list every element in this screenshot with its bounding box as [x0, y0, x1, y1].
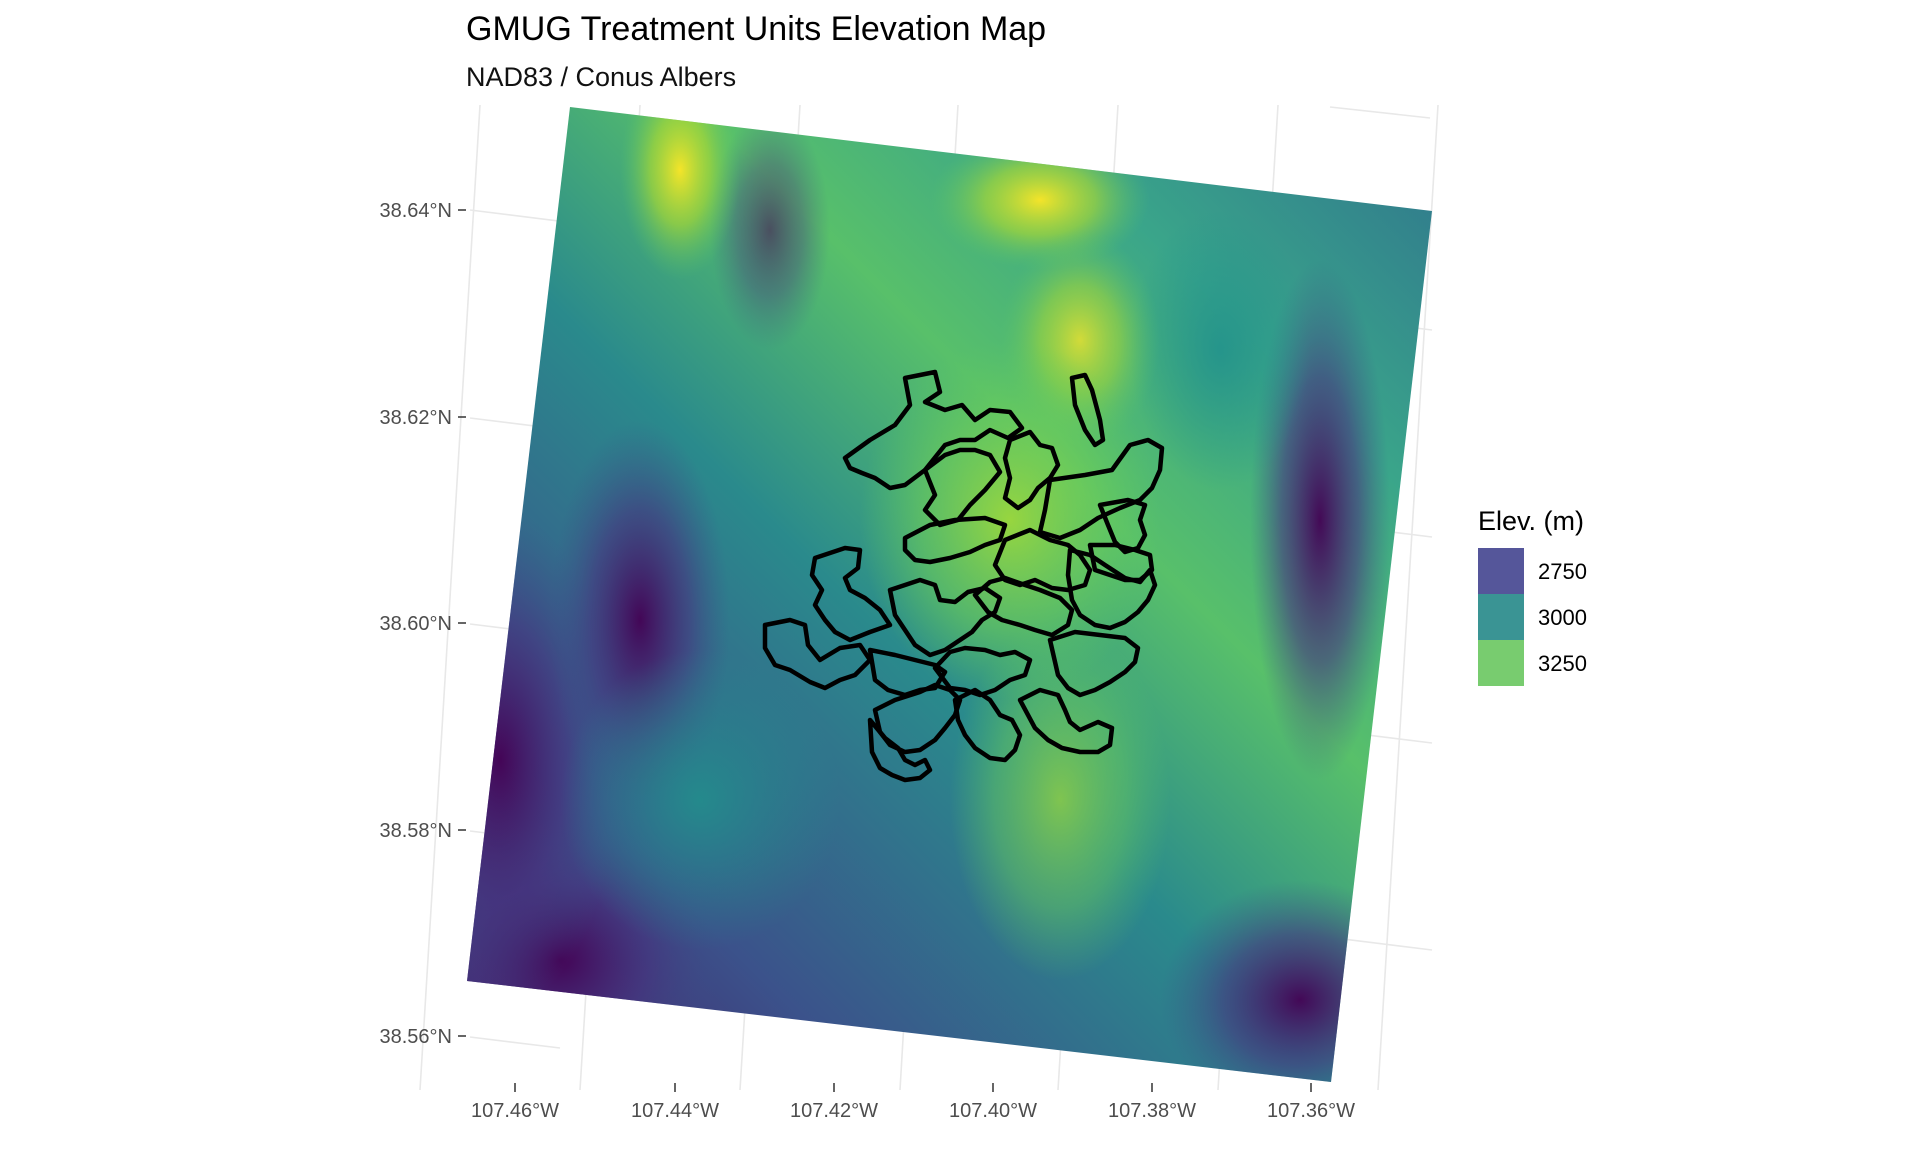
x-tick-label: 107.36°W — [1267, 1100, 1355, 1122]
treatment-units — [762, 369, 1165, 783]
map-subtitle: NAD83 / Conus Albers — [466, 62, 736, 92]
y-tick-label: 38.56°N — [380, 1026, 453, 1048]
legend: Elev. (m) 2750 3000 3250 — [1478, 506, 1587, 686]
treatment-unit — [902, 515, 1008, 565]
treatment-unit — [762, 617, 873, 691]
treatment-unit — [932, 645, 1033, 698]
treatment-unit — [1002, 429, 1061, 511]
treatment-unit — [842, 369, 1025, 491]
y-axis: 38.64°N 38.62°N 38.60°N 38.58°N 38.56°N — [380, 200, 466, 1048]
legend-swatch-2750 — [1478, 548, 1524, 594]
treatment-unit — [887, 577, 1003, 658]
treatment-unit — [1097, 497, 1148, 555]
treatment-unit — [972, 575, 1075, 638]
treatment-unit — [809, 545, 893, 643]
legend-label: 3000 — [1538, 605, 1587, 630]
y-tick-label: 38.58°N — [380, 820, 453, 842]
y-tick-label: 38.60°N — [380, 613, 453, 635]
legend-label: 3250 — [1538, 651, 1587, 676]
legend-swatch-3000 — [1478, 594, 1524, 640]
treatment-unit — [867, 647, 948, 698]
x-tick-label: 107.42°W — [790, 1100, 878, 1122]
x-axis: 107.46°W 107.44°W 107.42°W 107.40°W 107.… — [471, 1083, 1355, 1122]
treatment-unit — [1037, 437, 1165, 541]
treatment-unit — [1069, 372, 1106, 448]
x-tick-label: 107.44°W — [631, 1100, 719, 1122]
treatment-unit — [952, 687, 1023, 763]
x-tick-label: 107.38°W — [1108, 1100, 1196, 1122]
legend-swatch-3250 — [1478, 640, 1524, 686]
x-tick-label: 107.46°W — [471, 1100, 559, 1122]
legend-title: Elev. (m) — [1478, 506, 1584, 536]
x-tick-label: 107.40°W — [949, 1100, 1037, 1122]
y-tick-label: 38.64°N — [380, 200, 453, 222]
treatment-unit — [1065, 547, 1158, 631]
treatment-unit — [1047, 629, 1141, 698]
y-tick-label: 38.62°N — [380, 407, 453, 429]
treatment-unit — [867, 717, 933, 783]
treatment-unit — [1017, 687, 1115, 755]
map-title: GMUG Treatment Units Elevation Map — [466, 10, 1046, 48]
legend-label: 2750 — [1538, 559, 1587, 584]
treatment-unit — [922, 447, 1003, 528]
